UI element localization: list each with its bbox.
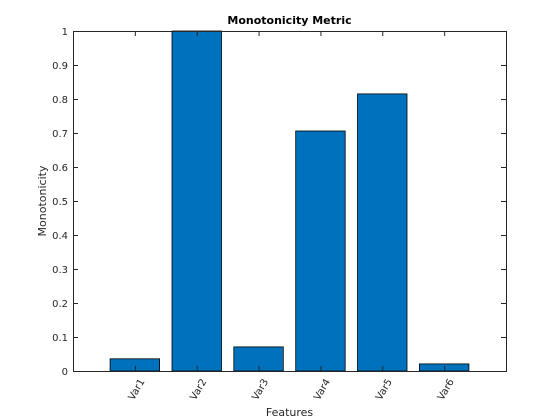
x-tick-label-var2: Var2 bbox=[188, 377, 209, 402]
y-tick-label: 0.4 bbox=[52, 231, 68, 242]
y-tick-label: 0.8 bbox=[52, 95, 68, 106]
x-tick-label-var3: Var3 bbox=[250, 377, 271, 402]
x-axis-label: Features bbox=[266, 406, 314, 419]
chart-title: Monotonicity Metric bbox=[227, 14, 351, 27]
bar-var5 bbox=[357, 93, 408, 372]
bars-layer bbox=[109, 30, 470, 372]
y-tick-label: 0.5 bbox=[52, 197, 68, 208]
axes-box bbox=[73, 31, 507, 372]
x-tick-label-var1: Var1 bbox=[127, 377, 148, 402]
bar-var4 bbox=[295, 130, 346, 372]
y-tick-label: 0.2 bbox=[52, 299, 68, 310]
y-tick-label: 0.6 bbox=[52, 163, 68, 174]
bar-var3 bbox=[233, 346, 284, 372]
x-tick-label-var4: Var4 bbox=[312, 377, 333, 402]
y-tick-label: 0.9 bbox=[52, 61, 68, 72]
y-axis-label: Monotonicity bbox=[36, 165, 49, 236]
y-tick-label: 0.1 bbox=[52, 333, 68, 344]
y-tick-label: 0.3 bbox=[52, 265, 68, 276]
bar-var1 bbox=[109, 358, 160, 372]
y-ticks: 0 0.1 0.2 0.3 0.4 0.5 0.6 0.7 0.8 0.9 1 bbox=[52, 27, 506, 378]
bar-var2 bbox=[171, 30, 222, 372]
y-tick-label: 1 bbox=[62, 27, 68, 38]
x-tick-label-var5: Var5 bbox=[374, 377, 395, 402]
y-tick-label: 0 bbox=[62, 367, 68, 378]
x-tick-label-var6: Var6 bbox=[436, 377, 457, 402]
y-tick-label: 0.7 bbox=[52, 129, 68, 140]
